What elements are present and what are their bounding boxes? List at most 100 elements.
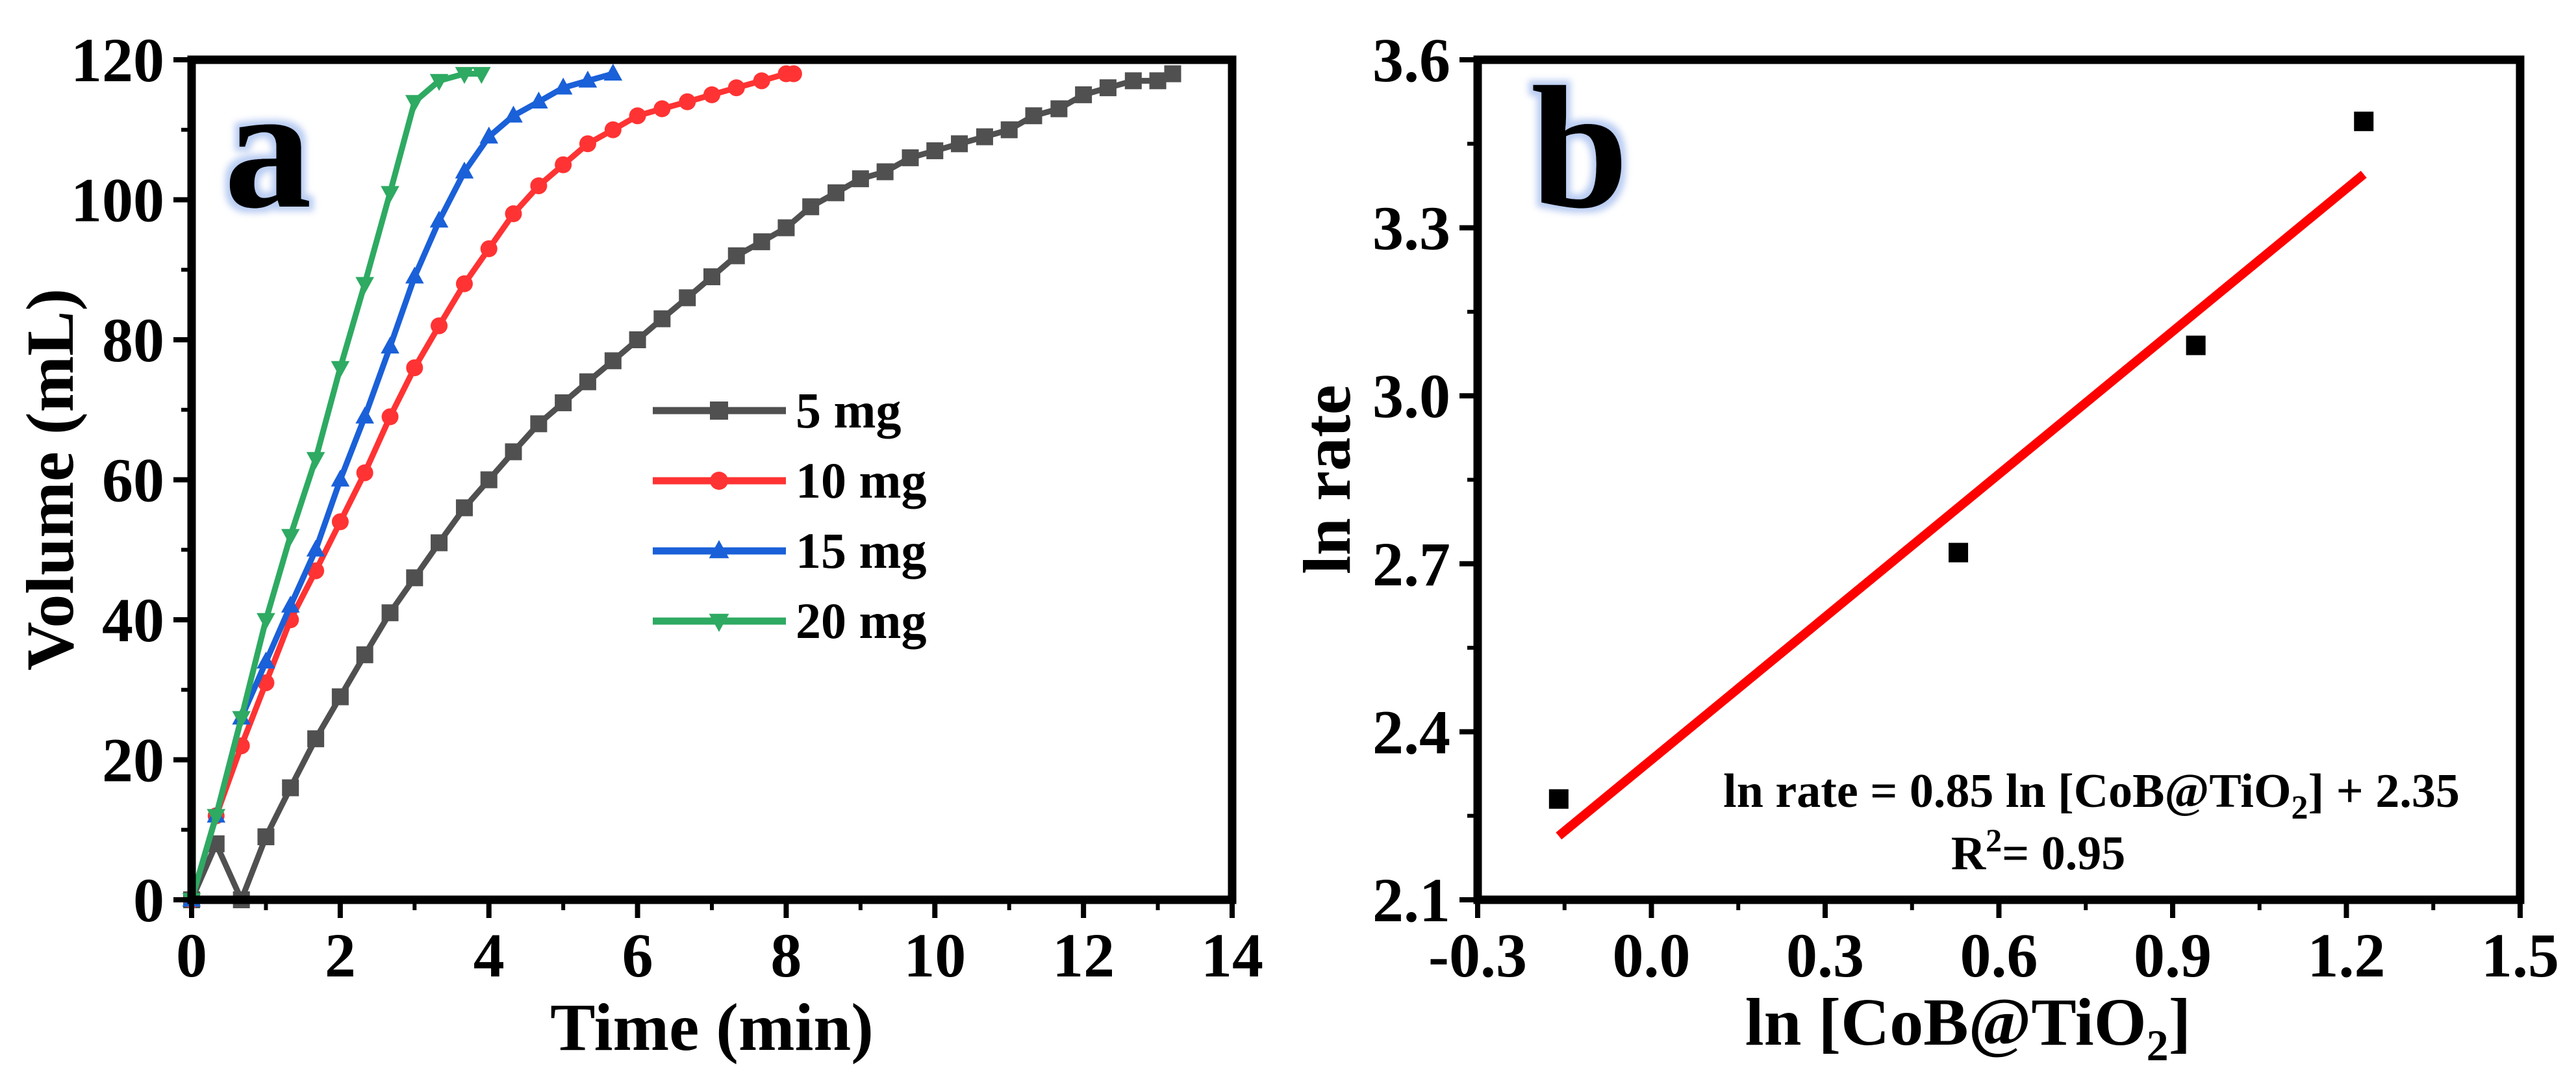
fit-line (1556, 170, 2367, 840)
data-point (852, 170, 869, 188)
data-point (405, 95, 424, 112)
panel-a-y-ticks: 0 20 40 60 80 100 120 (71, 25, 192, 935)
data-point (1149, 72, 1167, 90)
data-point (579, 373, 596, 390)
panel-b-r-squared: R2= 0.95 (1951, 822, 2126, 880)
x-tick-label: 1.2 (2308, 921, 2386, 990)
data-point (307, 730, 325, 748)
panel-b-x-axis-title-subscript: 2 (2147, 1021, 2169, 1070)
legend-label: 15 mg (796, 522, 926, 579)
data-point (653, 100, 671, 118)
data-point (331, 361, 350, 378)
data-point (257, 828, 275, 846)
data-point (406, 569, 423, 587)
data-point (381, 337, 399, 354)
data-point (579, 135, 596, 153)
panel-a-letter: a (224, 51, 312, 245)
data-point (1050, 100, 1068, 118)
data-point (306, 539, 325, 557)
data-point (429, 73, 449, 91)
panel-a-y-axis-title: Volume (mL) (13, 288, 88, 670)
legend-marker (709, 613, 729, 632)
data-point (629, 107, 646, 125)
y-tick-label: 3.3 (1372, 194, 1450, 263)
legend-item: 5 mg (653, 382, 901, 439)
fit-equation-subscript: 2 (2292, 789, 2308, 826)
x-tick-label: 0.0 (1613, 921, 1691, 990)
data-point (530, 177, 548, 194)
data-point (355, 277, 374, 294)
x-tick-label: 0 (176, 921, 207, 990)
data-point (281, 529, 300, 546)
panel-b-fit-group (1556, 170, 2367, 840)
data-point (679, 93, 696, 110)
legend-item: 10 mg (653, 452, 926, 509)
data-point (2354, 111, 2374, 131)
fit-equation-main: ln rate = 0.85 ln [CoB@TiO (1723, 765, 2291, 818)
data-point (472, 67, 491, 84)
legend-item: 15 mg (653, 522, 926, 579)
y-tick-label: 2.4 (1372, 697, 1450, 767)
panel-b: -0.3 0.0 0.3 0.6 0.9 1.2 1.5 2.1 2.4 2.7 3.0 3.3 3.… (1290, 25, 2559, 1070)
data-point (381, 604, 399, 622)
data-point (331, 688, 349, 706)
data-point (207, 809, 226, 826)
data-point (356, 464, 373, 481)
panel-b-x-axis-title: ln [CoB@TiO2] (1745, 985, 2191, 1070)
panel-a: 0 2 4 6 8 10 12 14 0 20 40 60 80 100 120 a Time (min)… (13, 25, 1263, 1065)
y-tick-label: 3.0 (1372, 361, 1450, 431)
x-tick-label: 1.5 (2481, 921, 2559, 990)
legend-label: 20 mg (796, 592, 926, 649)
legend-label: 5 mg (796, 382, 901, 439)
data-point (455, 161, 474, 179)
data-point (281, 595, 300, 613)
r-squared-value: = 0.95 (2002, 827, 2125, 880)
legend-marker (709, 540, 729, 559)
y-tick-label: 3.6 (1372, 25, 1450, 95)
panel-a-series-group (182, 63, 1181, 910)
legend-label: 10 mg (796, 452, 926, 509)
data-point (356, 646, 373, 663)
data-point (331, 513, 349, 531)
data-point (480, 240, 498, 257)
panel-b-x-ticks: -0.3 0.0 0.3 0.6 0.9 1.2 1.5 (1428, 900, 2559, 990)
data-point (381, 186, 399, 203)
data-point (1124, 72, 1142, 90)
data-point (753, 72, 770, 90)
data-point (777, 219, 795, 236)
data-point (257, 613, 275, 630)
data-point (876, 163, 894, 181)
data-point (1025, 107, 1042, 125)
data-point (504, 105, 523, 123)
y-tick-label: 80 (102, 305, 164, 375)
y-tick-label: 60 (102, 446, 164, 515)
y-tick-label: 0 (133, 865, 164, 935)
panel-b-letter: b (1531, 51, 1628, 245)
data-point (827, 184, 845, 201)
data-point (530, 415, 548, 433)
data-point (926, 142, 944, 160)
y-tick-label: 40 (102, 585, 164, 655)
legend-marker (710, 472, 728, 490)
data-point (604, 121, 622, 138)
data-point (1164, 65, 1181, 83)
data-point (555, 156, 572, 173)
x-tick-label: 0.6 (1960, 921, 2038, 990)
fit-equation-end: ] + 2.35 (2308, 765, 2460, 818)
data-point (679, 289, 696, 307)
y-tick-label: 2.1 (1372, 865, 1450, 935)
series-5-mg (183, 65, 1181, 908)
data-point (307, 562, 325, 580)
x-tick-label: -0.3 (1428, 921, 1527, 990)
x-tick-label: 14 (1201, 921, 1263, 990)
data-point (629, 331, 646, 348)
data-point (2186, 335, 2206, 355)
data-point (802, 198, 820, 216)
data-point (703, 86, 720, 103)
x-tick-label: 0.9 (2134, 921, 2212, 990)
data-point (306, 452, 325, 469)
data-point (405, 266, 424, 284)
data-point (480, 471, 498, 489)
panel-a-x-axis-title: Time (min) (550, 990, 874, 1065)
panel-b-x-axis-title-main: ln [CoB@TiO (1745, 985, 2147, 1060)
